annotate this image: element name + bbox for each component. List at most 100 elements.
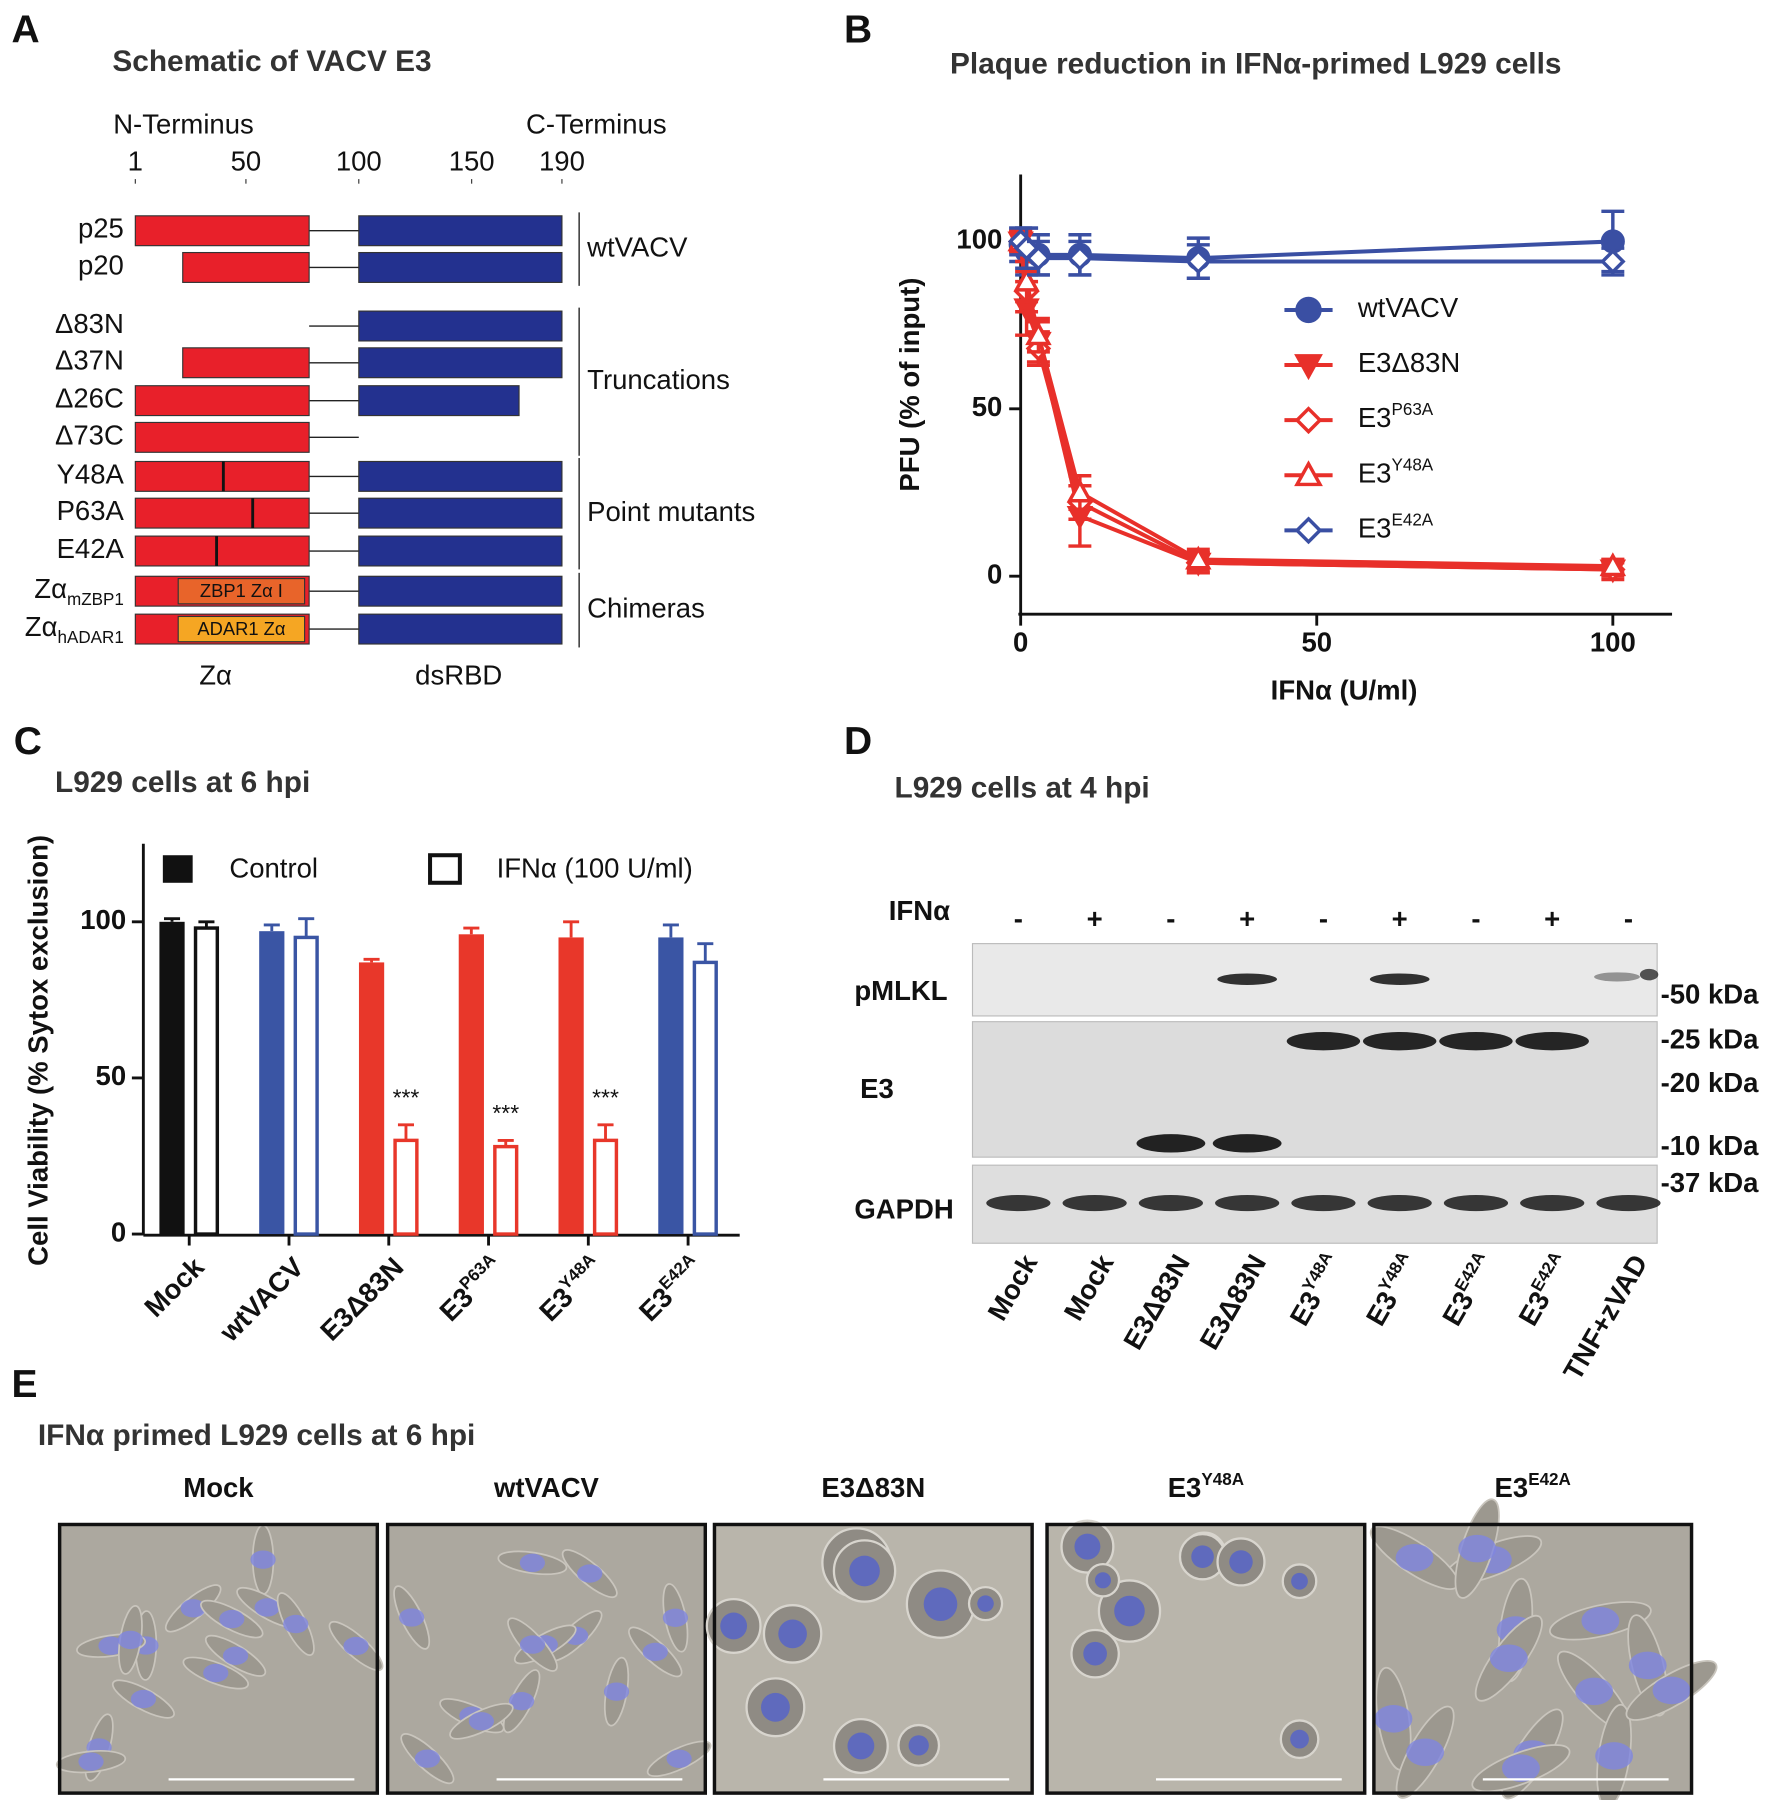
lane-label: Mock	[1058, 1249, 1120, 1326]
construct-name-part: Y48A	[57, 459, 125, 490]
construct-name: Δ83N	[55, 308, 124, 339]
chart-title: L929 cells at 6 hpi	[55, 766, 310, 799]
lane-label: E3Δ83N	[1117, 1249, 1196, 1355]
band	[1520, 1195, 1585, 1212]
dsrbd-domain	[358, 613, 563, 645]
nucleus	[1406, 1738, 1445, 1767]
construct-name: Δ26C	[55, 383, 124, 414]
legend-marker	[1294, 354, 1323, 381]
legend-marker	[1294, 460, 1323, 487]
nucleus	[1074, 1533, 1101, 1560]
nucleus	[468, 1712, 495, 1731]
lane-label-part: E42A	[1451, 1248, 1489, 1294]
legend-label-part: E42A	[1391, 510, 1433, 529]
x-axis-label: IFNα (U/ml)	[1271, 674, 1418, 705]
nucleus	[343, 1636, 369, 1656]
bar	[259, 931, 285, 1235]
series-line	[1018, 241, 1613, 572]
x-tick-label: wtVACV	[213, 1251, 310, 1348]
group-label: Point mutants	[587, 496, 755, 527]
lane-label-part: E3Δ83N	[1117, 1249, 1196, 1355]
nucleus	[1094, 1572, 1111, 1589]
kda-marker: -25 kDa	[1661, 1023, 1760, 1054]
error-bar	[563, 920, 580, 938]
lane-label: E3Y48A	[1358, 1248, 1425, 1331]
error-bar	[662, 923, 679, 938]
legend-label-part: Y48A	[1391, 455, 1433, 474]
construct-name-part: Zα	[34, 573, 67, 604]
y-tick-label: 50	[96, 1060, 127, 1091]
error-bar	[263, 923, 280, 932]
panel-letter: D	[844, 720, 872, 763]
lane-label-part: Mock	[982, 1249, 1044, 1326]
dsrbd-domain	[358, 575, 563, 607]
significance: ***	[592, 1085, 619, 1111]
significance: ***	[492, 1100, 519, 1126]
domain-label: dsRBD	[415, 660, 502, 691]
dsrbd-domain	[358, 310, 563, 342]
error-bar	[163, 917, 181, 922]
micrograph-frame	[1372, 1522, 1694, 1795]
band	[1138, 1195, 1204, 1212]
series-line	[1018, 241, 1613, 572]
blot-row-label: E3	[860, 1073, 894, 1104]
lane-label-part: E3	[1284, 1286, 1328, 1331]
domain-label: Zα	[199, 660, 232, 691]
nucleus	[1652, 1676, 1691, 1705]
nucleus	[519, 1553, 546, 1573]
dsrbd-domain	[358, 497, 563, 529]
image-label-part: E42A	[1528, 1470, 1571, 1489]
lane-label: E3E42A	[1434, 1248, 1501, 1331]
treatment-sign: -	[1624, 903, 1633, 934]
construct-name: ZαhADAR1	[25, 611, 124, 647]
series-line	[1019, 239, 1613, 261]
c-terminus: C-Terminus	[526, 109, 667, 140]
x-tick-label-part: P63A	[456, 1250, 500, 1294]
band	[1596, 1195, 1661, 1212]
legend-label-part: E3Δ83N	[1358, 347, 1460, 378]
construct-name-part: p20	[78, 250, 124, 281]
image-label-part: E3	[1495, 1472, 1529, 1503]
nucleus	[642, 1642, 668, 1662]
construct-name-part: Zα	[25, 611, 58, 642]
nucleus	[1595, 1742, 1634, 1770]
x-tick-label-part: Y48A	[555, 1250, 599, 1294]
blot-row-label: GAPDH	[854, 1193, 953, 1224]
nucleus	[847, 1732, 875, 1760]
legend-marker	[1294, 516, 1323, 545]
nucleus	[1290, 1729, 1309, 1749]
nucleus	[250, 1550, 276, 1569]
treatment-sign: -	[1471, 903, 1480, 934]
legend-label-part: wtVACV	[1357, 292, 1459, 323]
band	[1217, 973, 1277, 985]
x-tick-label-part: E42A	[655, 1250, 699, 1294]
nucleus	[130, 1689, 157, 1709]
x-tick-label: E3P63A	[432, 1250, 509, 1328]
band	[1369, 973, 1430, 985]
legend-label: E3Y48A	[1358, 455, 1434, 488]
insert-label: ADAR1 Zα	[197, 618, 285, 639]
nucleus	[117, 1630, 144, 1650]
nucleus	[849, 1555, 880, 1587]
legend-swatch	[428, 853, 462, 885]
bar	[493, 1144, 519, 1236]
data-point	[1600, 248, 1626, 275]
nucleus	[222, 1646, 249, 1666]
treatment-label: IFNα	[889, 895, 950, 926]
treatment-sign: +	[1544, 903, 1560, 934]
nucleus	[662, 1608, 689, 1627]
y-tick-label: 0	[111, 1216, 126, 1247]
band	[1443, 1195, 1509, 1212]
error-bar	[697, 942, 714, 963]
nucleus	[1191, 1545, 1214, 1569]
nucleus	[720, 1612, 748, 1640]
band	[1439, 1032, 1513, 1051]
treatment-sign: -	[1166, 903, 1175, 934]
dsrbd-domain	[358, 215, 563, 247]
x-tick-label-part: wtVACV	[213, 1251, 310, 1348]
chimera-insert	[177, 615, 306, 643]
y-axis-label: PFU (% of input)	[894, 278, 925, 492]
band	[1215, 1195, 1280, 1212]
panel-title: L929 cells at 4 hpi	[895, 772, 1150, 805]
panel-title: IFNα primed L929 cells at 6 hpi	[38, 1419, 476, 1452]
